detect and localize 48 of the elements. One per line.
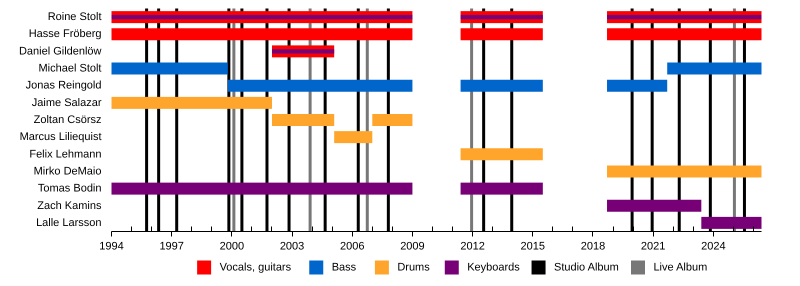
legend-label: Drums xyxy=(397,262,430,274)
x-tick-label: 2003 xyxy=(280,240,304,252)
bar xyxy=(228,80,412,92)
bar xyxy=(334,131,372,144)
bar xyxy=(667,62,762,75)
bar xyxy=(607,165,762,178)
y-tick-label: Lalle Larsson xyxy=(36,216,102,229)
bar xyxy=(460,28,543,40)
bar xyxy=(112,62,228,75)
legend-label: Studio Album xyxy=(554,262,619,274)
bar xyxy=(372,114,412,126)
bar xyxy=(460,148,543,160)
bar xyxy=(607,200,702,212)
y-tick-label: Michael Stolt xyxy=(38,62,102,75)
bar xyxy=(701,216,762,229)
y-tick-label: Felix Lehmann xyxy=(29,148,102,160)
bar xyxy=(460,80,543,92)
y-tick-label: Roine Stolt xyxy=(48,11,102,24)
x-tick-label: 2000 xyxy=(220,240,244,252)
legend-label: Keyboards xyxy=(467,262,520,274)
bar xyxy=(112,182,412,195)
bar xyxy=(272,114,334,126)
y-tick-label: Mirko DeMaio xyxy=(34,165,102,178)
y-tick-label: Zach Kamins xyxy=(37,200,102,212)
legend-label: Vocals, guitars xyxy=(220,262,292,274)
y-tick-label: Hasse Fröberg xyxy=(28,28,102,40)
y-tick-label: Jonas Reingold xyxy=(26,80,102,92)
y-tick-label: Zoltan Csörsz xyxy=(34,114,102,126)
x-tick-label: 2024 xyxy=(701,240,726,252)
x-tick-label: 2012 xyxy=(460,240,485,252)
legend-label: Bass xyxy=(332,262,357,274)
x-tick-label: 2021 xyxy=(640,240,666,252)
x-tick-label: 2006 xyxy=(340,240,364,252)
x-tick-label: 2018 xyxy=(580,240,606,252)
x-tick-label: 2009 xyxy=(400,240,425,252)
bar xyxy=(607,28,762,40)
y-tick-label: Tomas Bodin xyxy=(38,182,102,195)
bar xyxy=(112,28,412,40)
y-tick-label: Daniel Gildenlöw xyxy=(18,45,102,58)
bar xyxy=(607,80,668,92)
legend-label: Live Album xyxy=(653,262,708,274)
y-tick-label: Marcus Liliequist xyxy=(20,131,102,144)
y-tick-label: Jaime Salazar xyxy=(32,96,102,109)
x-tick-label: 1994 xyxy=(99,240,124,252)
x-tick-label: 2015 xyxy=(520,240,546,252)
x-tick-label: 1997 xyxy=(159,240,184,252)
bar xyxy=(607,14,762,20)
bar xyxy=(112,96,272,109)
